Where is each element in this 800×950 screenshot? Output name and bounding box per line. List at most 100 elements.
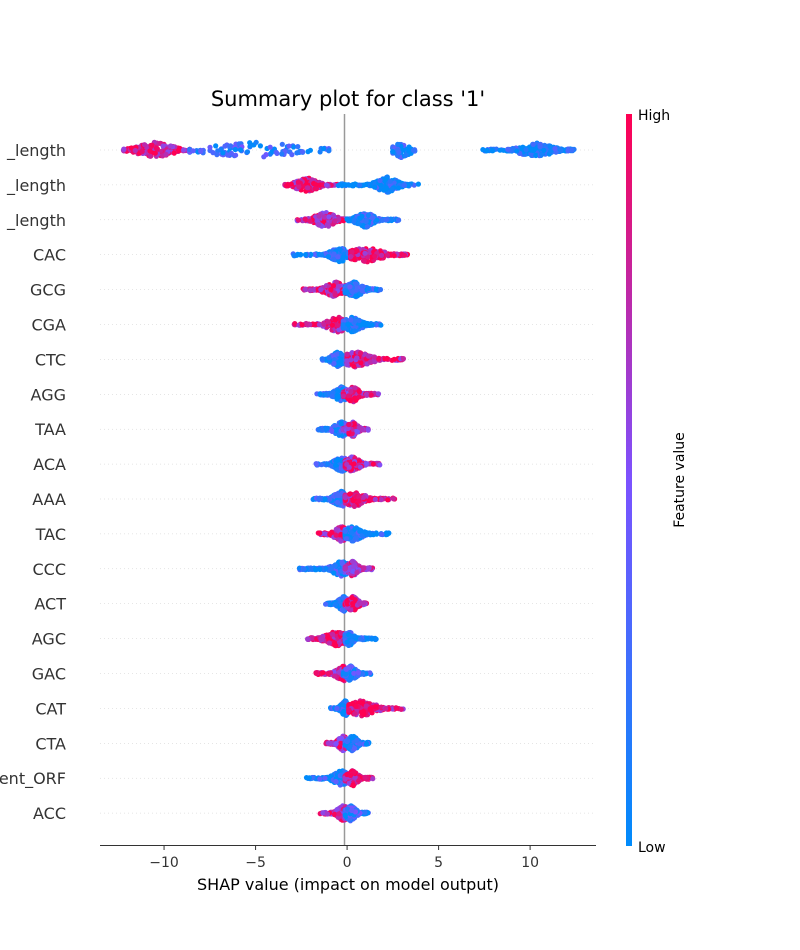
shap-dot — [312, 186, 318, 192]
shap-dot — [390, 149, 396, 155]
shap-dot — [323, 601, 329, 607]
shap-dot — [395, 217, 402, 223]
shap-dot — [291, 144, 297, 150]
shap-dot — [378, 322, 384, 328]
shap-dot — [299, 149, 305, 155]
shap-dot — [319, 356, 326, 362]
shap-dot — [387, 178, 393, 184]
shap-dot — [302, 216, 308, 222]
shap-dot — [345, 322, 351, 328]
feature-row-dots — [121, 139, 577, 160]
shap-dot — [395, 141, 401, 147]
shap-dot — [537, 144, 543, 150]
shap-dot — [372, 496, 378, 502]
shap-dot — [274, 150, 280, 156]
shap-dot — [357, 182, 363, 188]
shap-dot — [153, 145, 159, 151]
shap-dot — [279, 141, 285, 147]
shap-dot — [359, 283, 365, 289]
shap-dot — [329, 322, 335, 328]
feature-row-dots — [282, 174, 421, 195]
shap-dot — [484, 147, 490, 153]
shap-dot — [253, 139, 259, 145]
shap-dot — [316, 495, 322, 502]
shap-dot — [351, 256, 357, 263]
feature-row-dots — [323, 593, 370, 614]
shap-dot — [324, 426, 330, 432]
shap-dot — [286, 143, 292, 149]
shap-dot — [357, 464, 363, 470]
shap-dot — [401, 252, 407, 258]
shap-dot — [383, 185, 389, 191]
shap-dot — [350, 564, 357, 570]
shap-dot — [160, 143, 166, 149]
shap-dot — [363, 391, 370, 397]
shap-dot — [533, 152, 539, 159]
shap-dot — [541, 147, 547, 153]
shap-dot — [210, 150, 216, 156]
shap-dot — [391, 356, 397, 362]
shap-dot — [295, 217, 302, 223]
shap-dot — [308, 251, 314, 257]
shap-dot — [331, 570, 337, 576]
shap-dot — [181, 147, 187, 153]
shap-dot — [331, 360, 337, 367]
feature-row-dots — [313, 454, 383, 474]
shap-dot — [415, 181, 421, 187]
shap-dot — [406, 148, 412, 154]
shap-dot — [232, 146, 238, 153]
shap-dot — [383, 216, 389, 223]
shap-dot — [335, 322, 341, 328]
feature-row-dots — [300, 279, 384, 300]
shap-dot — [316, 213, 322, 219]
shap-dot — [312, 567, 318, 573]
feature-row-dots — [296, 558, 376, 579]
shap-dot — [305, 149, 311, 155]
shap-dot — [292, 321, 298, 327]
shap-dot — [351, 363, 357, 369]
shap-dot — [171, 150, 177, 156]
shap-dot — [373, 286, 379, 292]
shap-dot — [345, 217, 351, 223]
shap-dot — [519, 146, 525, 152]
shap-dot — [347, 491, 353, 497]
shap-dot — [348, 254, 354, 260]
shap-dot — [332, 292, 338, 298]
shap-dot — [326, 355, 332, 361]
shap-dot — [334, 396, 340, 402]
shap-dot — [332, 562, 338, 569]
shap-dot — [337, 246, 343, 252]
shap-dot — [361, 258, 367, 264]
shap-dot — [351, 218, 357, 224]
shap-dot — [349, 249, 355, 255]
shap-dot — [295, 179, 301, 185]
shap-dot — [396, 149, 402, 155]
shap-dot — [295, 144, 301, 150]
shap-dots — [121, 139, 577, 824]
shap-dot — [344, 289, 350, 295]
shap-dot — [347, 397, 353, 403]
shap-dot — [244, 149, 251, 155]
feature-row-dots — [291, 314, 384, 335]
shap-dot — [263, 152, 269, 158]
shap-dot — [297, 252, 304, 258]
shap-dot — [350, 289, 356, 295]
shap-dot — [334, 499, 341, 505]
shap-dot — [342, 182, 348, 188]
shap-dot — [338, 538, 344, 544]
shap-dot — [128, 145, 134, 151]
shap-dot — [351, 503, 357, 509]
shap-dot — [395, 185, 402, 191]
shap-dot — [299, 322, 305, 328]
shap-dot — [547, 148, 554, 155]
shap-dot — [257, 143, 263, 149]
shap-dot — [322, 531, 328, 537]
shap-dot — [357, 215, 363, 221]
shap-dot — [382, 356, 388, 362]
shap-dot — [353, 535, 359, 541]
shap-dot — [168, 143, 174, 149]
shap-dot — [331, 251, 337, 257]
shap-dot — [379, 252, 385, 258]
shap-dot — [359, 288, 365, 294]
shap-dot — [391, 253, 397, 259]
